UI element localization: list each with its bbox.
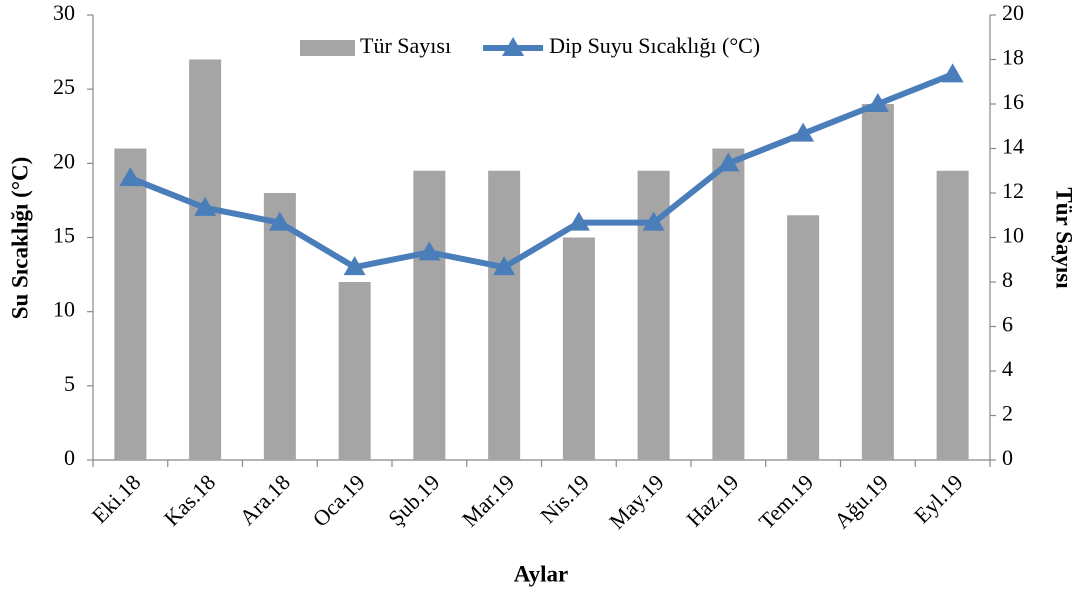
y2-tick-label: 14 bbox=[1002, 134, 1024, 159]
x-tick-label: Mar.19 bbox=[457, 469, 519, 531]
y2-tick-label: 18 bbox=[1002, 45, 1024, 70]
line-marker bbox=[717, 152, 740, 172]
y2-tick-label: 12 bbox=[1002, 178, 1024, 203]
y2-tick-label: 4 bbox=[1002, 356, 1013, 381]
x-axis-title: Aylar bbox=[514, 561, 569, 586]
legend-swatch bbox=[300, 40, 355, 56]
y2-tick-label: 2 bbox=[1002, 401, 1013, 426]
y2-tick-label: 8 bbox=[1002, 267, 1013, 292]
line-marker bbox=[941, 63, 964, 83]
bar bbox=[263, 193, 296, 460]
line-marker bbox=[792, 122, 815, 142]
y-tick-label: 25 bbox=[53, 74, 75, 99]
x-tick-label: Oca.19 bbox=[308, 469, 370, 531]
line-marker bbox=[642, 211, 665, 231]
bar bbox=[712, 148, 745, 460]
line-marker bbox=[268, 211, 291, 231]
x-tick-label: Haz.19 bbox=[681, 469, 743, 531]
y2-axis-title: Tür Sayısı bbox=[1052, 187, 1075, 289]
y2-tick-label: 16 bbox=[1002, 89, 1024, 114]
y-tick-label: 10 bbox=[53, 297, 75, 322]
y-tick-label: 0 bbox=[64, 445, 75, 470]
bar bbox=[562, 237, 595, 460]
bar bbox=[861, 104, 894, 460]
line-marker bbox=[119, 167, 142, 187]
y-tick-label: 30 bbox=[53, 0, 75, 25]
y2-tick-label: 20 bbox=[1002, 0, 1024, 25]
x-tick-label: Eki.18 bbox=[87, 469, 146, 528]
y2-tick-label: 0 bbox=[1002, 445, 1013, 470]
y-axis-title: Su Sıcaklığı (°C) bbox=[7, 157, 32, 320]
x-tick-label: Ağu.19 bbox=[829, 469, 893, 533]
x-tick-label: Şub.19 bbox=[383, 469, 444, 530]
y-tick-label: 5 bbox=[64, 371, 75, 396]
line-marker bbox=[866, 93, 889, 112]
bar bbox=[936, 170, 969, 460]
bar bbox=[338, 282, 371, 460]
legend-label: Tür Sayısı bbox=[360, 33, 451, 58]
x-tick-label: May.19 bbox=[604, 469, 669, 534]
line-marker bbox=[418, 241, 441, 261]
bar bbox=[488, 170, 521, 460]
line-marker bbox=[567, 211, 590, 231]
x-tick-label: Ara.18 bbox=[235, 469, 295, 529]
x-tick-label: Kas.18 bbox=[159, 469, 220, 530]
bar bbox=[189, 59, 222, 460]
line-marker bbox=[493, 256, 516, 276]
bar bbox=[114, 148, 147, 460]
y-tick-label: 20 bbox=[53, 148, 75, 173]
legend-marker bbox=[502, 37, 525, 56]
x-tick-label: Tem.19 bbox=[754, 469, 819, 534]
x-tick-label: Eyl.19 bbox=[909, 469, 968, 528]
y2-tick-label: 6 bbox=[1002, 312, 1013, 337]
line-marker bbox=[343, 256, 366, 276]
legend-label: Dip Suyu Sıcaklığı (°C) bbox=[549, 33, 760, 58]
y2-tick-label: 10 bbox=[1002, 223, 1024, 248]
line bbox=[129, 71, 954, 271]
line-marker bbox=[194, 196, 217, 216]
x-tick-label: Nis.19 bbox=[535, 469, 594, 528]
bar bbox=[413, 170, 446, 460]
bar bbox=[787, 215, 820, 460]
y-tick-label: 15 bbox=[53, 223, 75, 248]
